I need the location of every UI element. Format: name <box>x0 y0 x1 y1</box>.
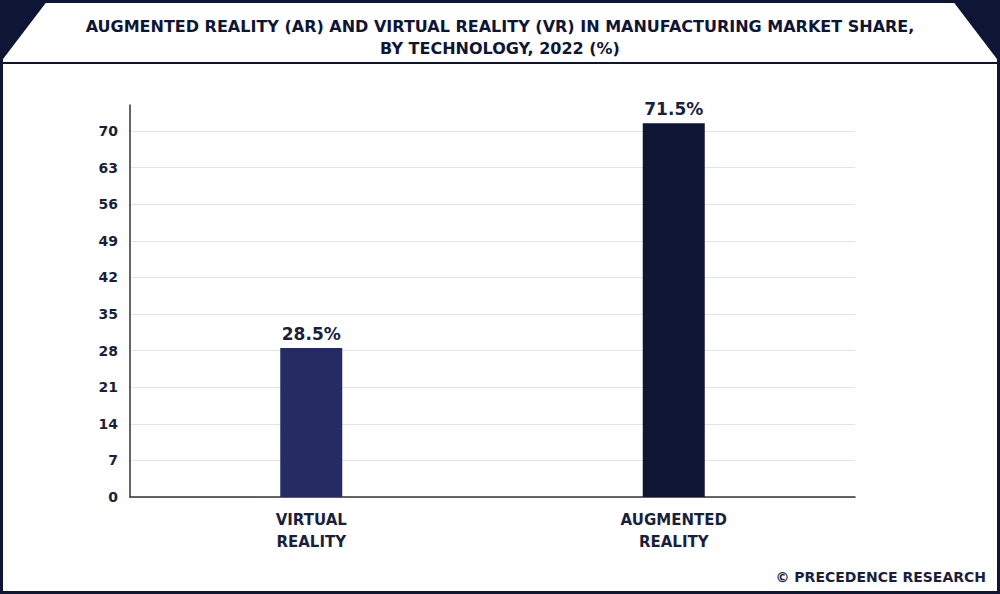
svg-text:14: 14 <box>99 416 119 432</box>
svg-text:35: 35 <box>99 306 118 322</box>
svg-text:VIRTUAL: VIRTUAL <box>276 511 348 529</box>
svg-text:AUGMENTED REALITY (AR) AND VIR: AUGMENTED REALITY (AR) AND VIRTUAL REALI… <box>86 17 915 36</box>
svg-text:21: 21 <box>99 379 118 395</box>
svg-text:71.5%: 71.5% <box>644 99 703 119</box>
svg-text:AUGMENTED: AUGMENTED <box>621 511 727 529</box>
svg-text:70: 70 <box>99 123 119 139</box>
svg-text:28.5%: 28.5% <box>282 324 341 344</box>
svg-text:28: 28 <box>99 343 118 359</box>
svg-text:49: 49 <box>99 233 118 249</box>
svg-text:REALITY: REALITY <box>276 533 347 551</box>
svg-text:0: 0 <box>108 489 118 505</box>
svg-text:42: 42 <box>99 269 118 285</box>
svg-text:REALITY: REALITY <box>639 533 710 551</box>
svg-text:BY TECHNOLOGY, 2022 (%): BY TECHNOLOGY, 2022 (%) <box>380 39 620 58</box>
svg-text:63: 63 <box>99 160 118 176</box>
svg-text:© PRECEDENCE RESEARCH: © PRECEDENCE RESEARCH <box>775 569 986 585</box>
svg-text:7: 7 <box>108 452 118 468</box>
svg-text:56: 56 <box>99 196 118 212</box>
